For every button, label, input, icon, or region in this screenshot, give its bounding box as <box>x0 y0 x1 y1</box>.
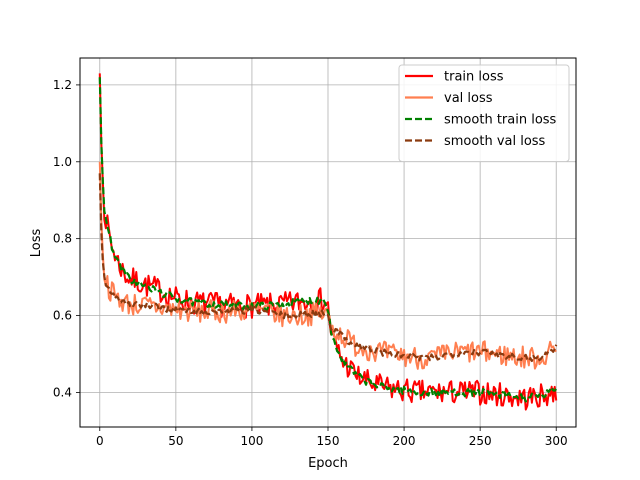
x-tick-label: 100 <box>240 434 263 448</box>
x-axis: 0 50 100 150 200 250 300 <box>96 427 568 448</box>
x-tick-label: 150 <box>317 434 340 448</box>
y-tick-label: 0.6 <box>53 309 72 323</box>
legend: train loss val loss smooth train loss smoot… <box>398 64 570 162</box>
y-tick-label: 0.4 <box>53 385 72 399</box>
x-tick-label: 300 <box>545 434 568 448</box>
y-tick-label: 1.0 <box>53 155 72 169</box>
legend-label: smooth train loss <box>444 113 557 128</box>
series-group <box>98 73 558 411</box>
x-tick-label: 0 <box>96 434 104 448</box>
legend-label: train loss <box>444 70 504 85</box>
series-line-smooth-train-loss <box>98 77 558 403</box>
series-line-smooth-val-loss <box>98 173 558 363</box>
series-line-train-loss <box>98 73 558 411</box>
y-axis: 0.4 0.6 0.8 1.0 1.2 <box>53 78 80 399</box>
legend-label: val loss <box>444 91 493 106</box>
x-tick-label: 200 <box>393 434 416 448</box>
x-axis-label: Epoch <box>308 456 348 471</box>
y-tick-label: 0.8 <box>53 232 72 246</box>
y-axis-label: Loss <box>29 229 44 258</box>
x-tick-label: 250 <box>469 434 492 448</box>
y-tick-label: 1.2 <box>53 78 72 92</box>
x-tick-label: 50 <box>168 434 183 448</box>
legend-box <box>398 64 570 162</box>
legend-label: smooth val loss <box>444 134 546 149</box>
